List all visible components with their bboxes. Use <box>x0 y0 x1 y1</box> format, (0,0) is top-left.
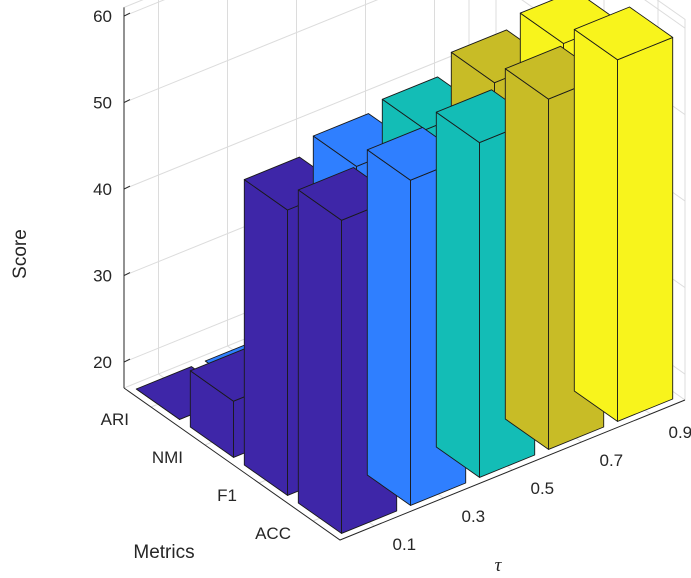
bar-left-face <box>504 68 549 450</box>
z-tick-mark <box>123 12 131 17</box>
y-axis-label: Metrics <box>133 542 194 563</box>
bar-front-face <box>617 36 674 422</box>
bar-top-face <box>573 6 674 61</box>
ticks-layer: 20 30 40 50 60 ACC F1 NMI ARI 0.1 0.3 0.5 0.7 0.9 <box>93 7 691 554</box>
y-tick-label: ACC <box>255 524 291 543</box>
z-axis-label: Score <box>10 229 31 279</box>
x-tick-label: 0.5 <box>531 479 555 498</box>
z-tick-mark <box>123 358 131 363</box>
z-tick-mark <box>123 272 131 276</box>
x-tick-label: 0.7 <box>600 451 624 470</box>
x-tick-label: 0.3 <box>462 507 486 526</box>
front-axes <box>123 387 686 541</box>
y-tick-label: ARI <box>101 410 129 429</box>
bar-left-face <box>366 149 411 506</box>
z-tick-label: 30 <box>93 267 112 286</box>
bars-layer <box>135 0 674 534</box>
bar-left-face <box>573 28 618 422</box>
bar <box>573 6 674 422</box>
bar-left-face <box>435 111 480 478</box>
z-tick-label: 50 <box>93 94 112 113</box>
z-tick-mark <box>123 99 131 103</box>
y-tick-label: F1 <box>217 486 237 505</box>
x-tick-label: 0.9 <box>669 423 691 442</box>
bar-left-face <box>243 179 288 496</box>
z-tick-label: 40 <box>93 180 112 199</box>
x-axis-label: τ <box>495 555 503 576</box>
bar-left-face <box>297 189 342 534</box>
y-tick-label: NMI <box>152 448 183 467</box>
x-tick-label: 0.1 <box>393 535 417 554</box>
z-tick-label: 20 <box>93 353 112 372</box>
z-tick-label: 60 <box>93 7 112 26</box>
z-tick-mark <box>123 185 131 190</box>
